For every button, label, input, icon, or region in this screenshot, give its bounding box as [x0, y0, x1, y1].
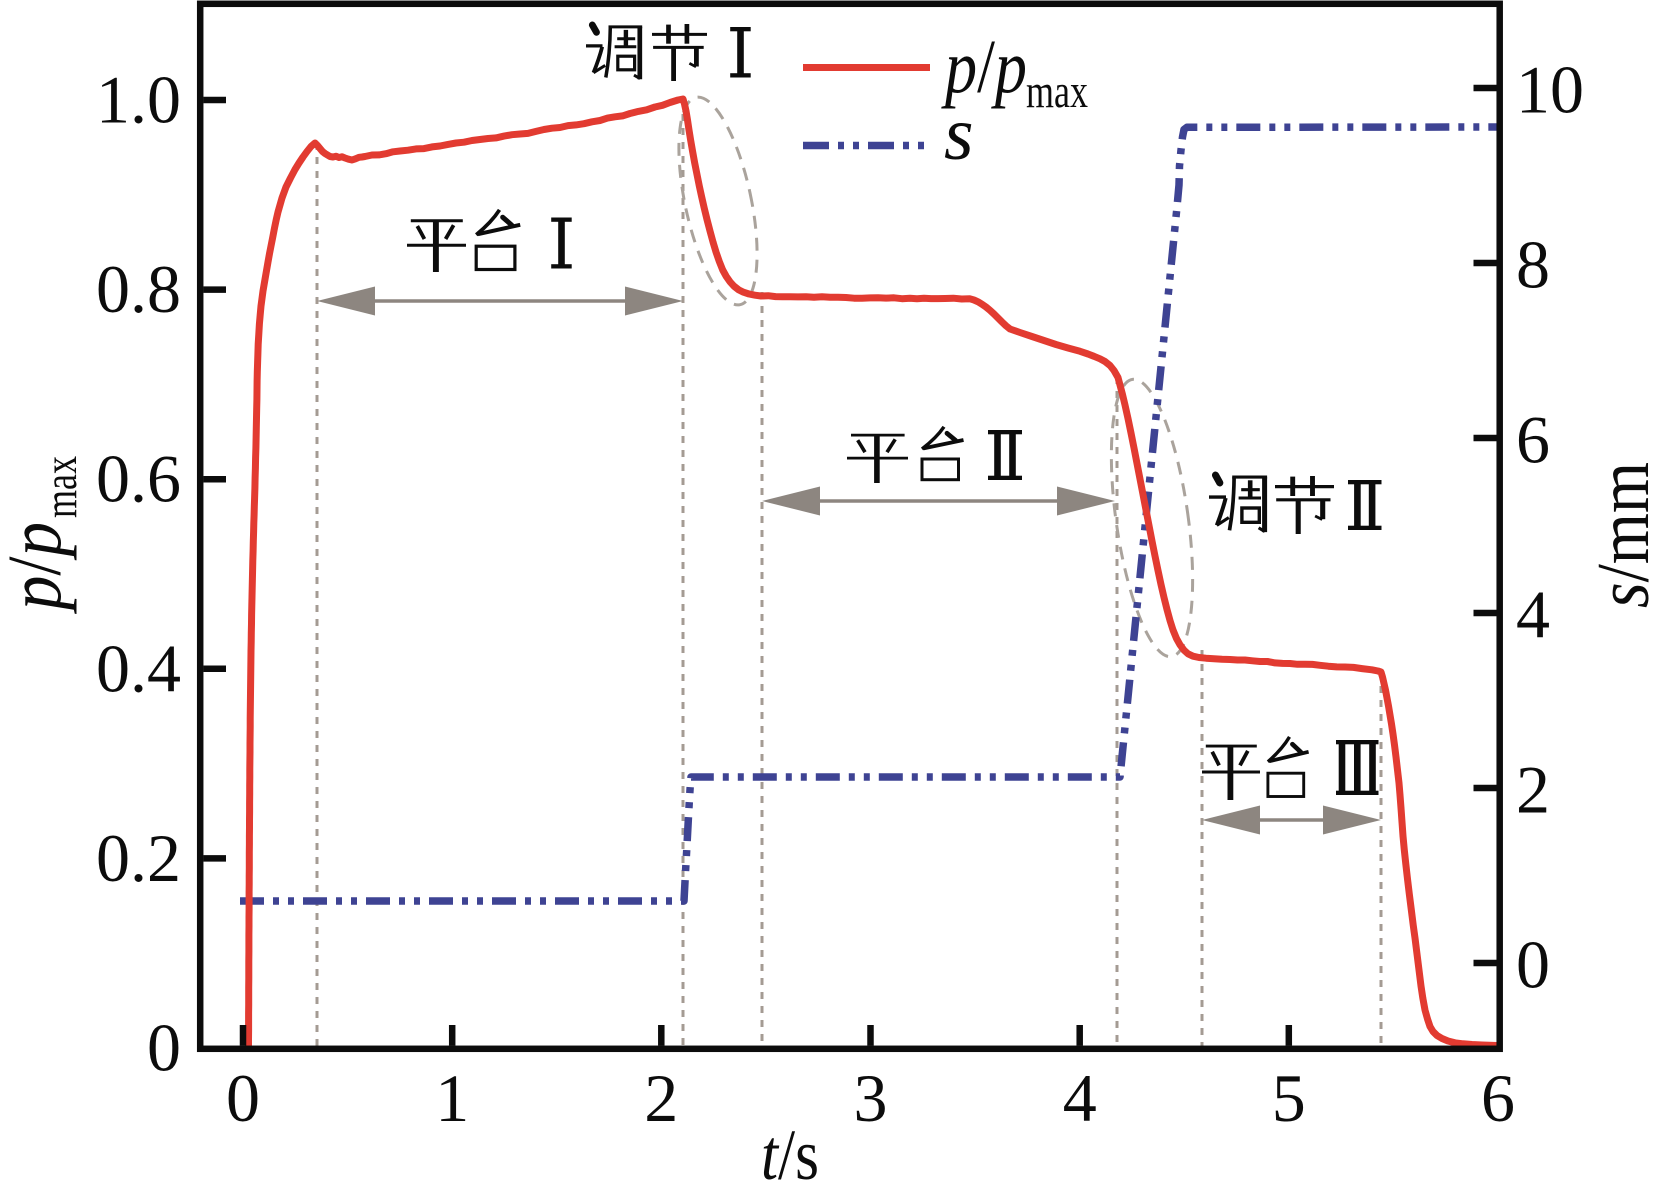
svg-text:0.8: 0.8: [96, 251, 181, 327]
svg-text:0: 0: [1516, 927, 1550, 1003]
svg-text:3: 3: [854, 1060, 888, 1136]
svg-text:max: max: [35, 456, 87, 518]
svg-text:4: 4: [1516, 577, 1550, 653]
svg-text:5: 5: [1272, 1060, 1306, 1136]
svg-text:0: 0: [147, 1010, 181, 1086]
svg-text:t/s: t/s: [761, 1115, 819, 1194]
svg-text:s/mm: s/mm: [1583, 462, 1660, 608]
svg-text:s: s: [944, 92, 974, 176]
svg-text:8: 8: [1516, 227, 1550, 303]
svg-text:max: max: [1026, 65, 1088, 118]
svg-text:0.6: 0.6: [96, 441, 181, 517]
svg-text:2: 2: [644, 1060, 678, 1136]
svg-text:6: 6: [1481, 1060, 1515, 1136]
svg-text:4: 4: [1063, 1060, 1097, 1136]
svg-text:1.0: 1.0: [96, 62, 181, 138]
svg-text:6: 6: [1516, 402, 1550, 478]
svg-text:10: 10: [1516, 52, 1584, 128]
svg-text:0.4: 0.4: [96, 630, 181, 706]
svg-text:1: 1: [435, 1060, 469, 1136]
svg-text:2: 2: [1516, 752, 1550, 828]
svg-text:p/p: p/p: [941, 25, 1027, 109]
svg-text:0.2: 0.2: [96, 820, 181, 896]
svg-text:p/p: p/p: [0, 522, 77, 615]
svg-text:0: 0: [226, 1060, 260, 1136]
